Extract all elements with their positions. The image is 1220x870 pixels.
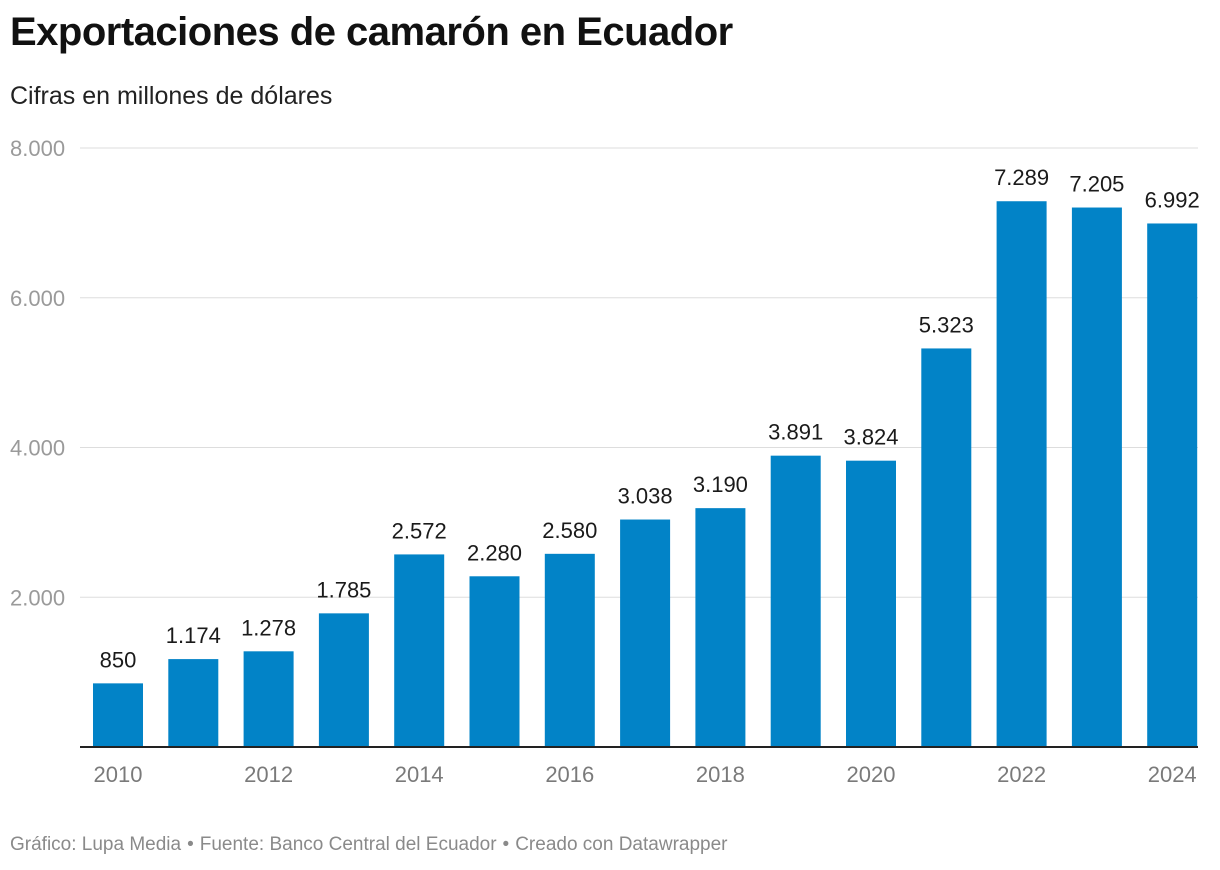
bars: [93, 201, 1198, 747]
value-label-2010: 850: [100, 647, 137, 672]
x-tick-label: 2010: [94, 762, 143, 787]
y-axis-ticks: 2.000 4.000 6.000 8.000: [10, 136, 65, 610]
y-tick-label: 2.000: [10, 585, 65, 610]
bar-2019: [770, 455, 821, 747]
bar-2013: [318, 613, 369, 747]
x-axis-ticks: 2010 2012 2014 2016 2018 2020 2022 2024: [94, 762, 1197, 787]
x-tick-label: 2024: [1148, 762, 1197, 787]
value-label-2016: 2.580: [542, 518, 597, 543]
value-label-2014: 2.572: [392, 518, 447, 543]
value-label-2013: 1.785: [316, 577, 371, 602]
bar-2014: [394, 554, 445, 747]
bar-2017: [620, 519, 671, 747]
footer-tool: Creado con Datawrapper: [515, 834, 728, 855]
y-tick-label: 6.000: [10, 286, 65, 311]
footer-source: Fuente: Banco Central del Ecuador: [199, 834, 497, 855]
bar-2021: [921, 348, 972, 747]
bar-2024: [1147, 223, 1198, 747]
bar-2011: [168, 659, 219, 747]
bar-2020: [846, 460, 896, 747]
footer-credit: Gráfico: Lupa Media: [10, 834, 182, 855]
x-tick-label: 2014: [395, 762, 444, 787]
bar-2012: [243, 651, 294, 747]
y-tick-label: 8.000: [10, 136, 65, 161]
value-label-2024: 6.992: [1145, 187, 1200, 212]
bar-2023: [1071, 207, 1122, 747]
value-label-2020: 3.824: [843, 425, 898, 450]
value-label-2015: 2.280: [467, 540, 522, 565]
value-label-2018: 3.190: [693, 472, 748, 497]
bar-chart: 2.000 4.000 6.000 8.000 850 1.174 1.278 1.785 2…: [10, 136, 1200, 787]
value-label-2019: 3.891: [768, 420, 823, 445]
chart-title: Exportaciones de camarón en Ecuador: [10, 10, 733, 54]
value-label-2017: 3.038: [618, 484, 673, 509]
y-tick-label: 4.000: [10, 436, 65, 461]
chart-subtitle: Cifras en millones de dólares: [10, 82, 333, 110]
value-label-2012: 1.278: [241, 615, 296, 640]
bar-2022: [996, 201, 1047, 747]
bar-2016: [544, 553, 595, 747]
value-label-2011: 1.174: [166, 623, 221, 648]
x-tick-label: 2016: [545, 762, 594, 787]
value-label-2023: 7.205: [1069, 172, 1124, 197]
footer-separator: •: [502, 834, 510, 855]
bar-2010: [93, 683, 143, 747]
value-labels: 850 1.174 1.278 1.785 2.572 2.280 2.580 3.038 3.…: [100, 165, 1200, 672]
value-label-2021: 5.323: [919, 312, 974, 337]
x-tick-label: 2020: [847, 762, 896, 787]
value-label-2022: 7.289: [994, 165, 1049, 190]
bar-2018: [695, 508, 746, 747]
x-tick-label: 2018: [696, 762, 745, 787]
bar-2015: [469, 576, 520, 747]
x-tick-label: 2012: [244, 762, 293, 787]
footer-separator: •: [187, 834, 194, 855]
chart-footer: Gráfico: Lupa Media • Fuente: Banco Centra…: [10, 834, 728, 856]
x-tick-label: 2022: [997, 762, 1046, 787]
